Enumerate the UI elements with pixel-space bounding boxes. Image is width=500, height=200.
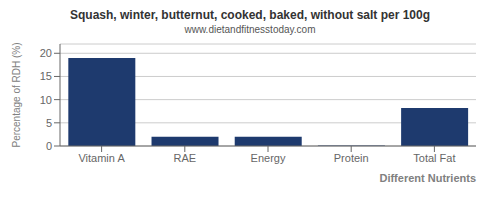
svg-text:5: 5 (46, 117, 52, 129)
html-text:Squash, winter, butternut, coo: Squash, winter, butternut, cooked, baked… (70, 8, 430, 22)
svg-text:Energy: Energy (251, 152, 286, 164)
html-text:www.dietandfitnesstoday.com: www.dietandfitnesstoday.com (184, 24, 316, 35)
svg-text:10: 10 (40, 94, 52, 106)
svg-text:Percentage of RDH (%): Percentage of RDH (%) (11, 42, 22, 147)
svg-text:Protein: Protein (334, 152, 369, 164)
svg-text:RAE: RAE (173, 152, 196, 164)
svg-text:20: 20 (40, 47, 52, 59)
svg-text:Vitamin A: Vitamin A (78, 152, 125, 164)
svg-text:Total Fat: Total Fat (413, 152, 455, 164)
svg-text:0: 0 (46, 140, 52, 152)
svg-text:Different Nutrients: Different Nutrients (379, 172, 476, 184)
svg-text:15: 15 (40, 70, 52, 82)
